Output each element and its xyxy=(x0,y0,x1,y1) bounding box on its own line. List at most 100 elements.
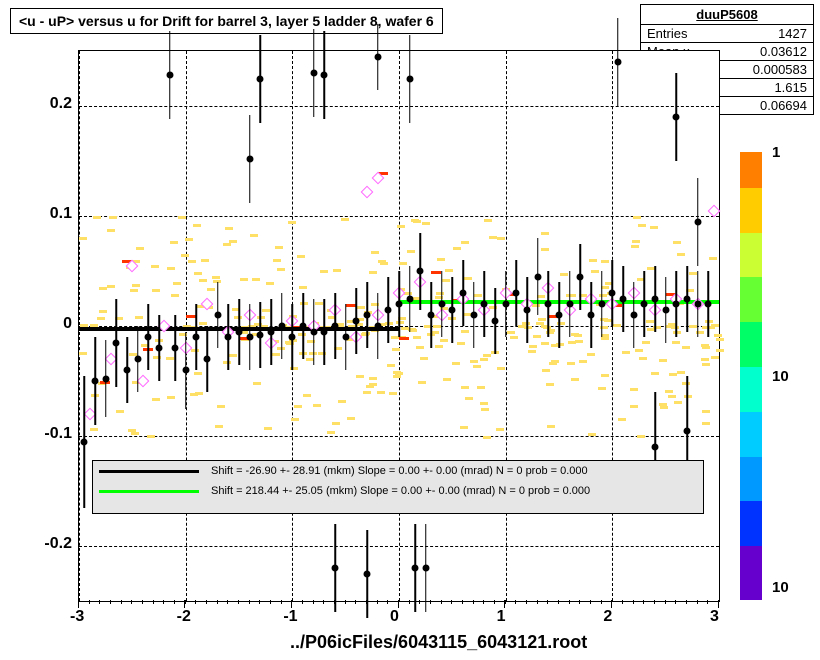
density-cell xyxy=(453,247,461,250)
density-cell xyxy=(215,425,223,428)
density-cell xyxy=(651,372,659,375)
density-cell xyxy=(541,342,549,345)
legend-swatch xyxy=(99,470,199,473)
density-cell xyxy=(442,279,450,282)
data-point xyxy=(321,72,328,79)
data-point xyxy=(310,70,317,77)
density-cell xyxy=(682,346,690,349)
density-cell xyxy=(568,341,576,344)
density-cell xyxy=(418,381,426,384)
density-cell xyxy=(422,222,430,225)
density-cell xyxy=(470,360,478,363)
density-cell xyxy=(673,241,681,244)
xtick xyxy=(718,600,719,608)
colorbar-segment xyxy=(740,457,762,502)
density-cell xyxy=(109,216,117,219)
density-cell xyxy=(407,250,415,253)
stat-value: 1427 xyxy=(778,26,807,41)
density-cell xyxy=(637,435,645,438)
density-cell xyxy=(599,294,607,297)
density-cell xyxy=(333,269,341,272)
density-cell xyxy=(167,267,175,270)
density-cell xyxy=(669,373,677,376)
density-cell xyxy=(135,316,143,319)
density-cell xyxy=(393,375,401,378)
density-cell xyxy=(371,251,379,254)
density-cell xyxy=(341,218,349,221)
legend-text: Shift = -26.90 +- 28.91 (mkm) Slope = 0.… xyxy=(211,465,588,477)
density-cell xyxy=(223,243,231,246)
density-cell xyxy=(253,382,261,385)
density-cell xyxy=(541,232,549,235)
density-cell xyxy=(496,428,504,431)
density-cell xyxy=(396,321,404,324)
density-cell xyxy=(130,289,138,292)
data-point xyxy=(236,328,243,335)
data-point xyxy=(113,339,120,346)
density-cell xyxy=(452,362,460,365)
density-cell xyxy=(97,317,105,320)
data-point xyxy=(300,323,307,330)
data-point xyxy=(406,295,413,302)
density-cell xyxy=(435,345,443,348)
density-cell xyxy=(327,431,335,434)
data-point xyxy=(556,312,563,319)
stat-value: 0.06694 xyxy=(760,98,807,113)
data-point xyxy=(332,323,339,330)
density-cell xyxy=(264,427,272,430)
density-cell xyxy=(338,400,346,403)
data-point xyxy=(353,317,360,324)
density-cell xyxy=(272,353,280,356)
density-cell xyxy=(547,425,555,428)
data-point xyxy=(289,334,296,341)
density-cell xyxy=(632,240,640,243)
density-cell xyxy=(560,273,568,276)
density-cell xyxy=(604,319,612,322)
density-cell xyxy=(173,282,181,285)
density-cell xyxy=(151,265,159,268)
density-cell xyxy=(273,259,281,262)
density-cell xyxy=(262,309,270,312)
density-cell xyxy=(702,422,710,425)
density-cell xyxy=(229,240,237,243)
density-cell xyxy=(461,386,469,389)
data-point xyxy=(204,356,211,363)
data-point xyxy=(321,328,328,335)
data-point xyxy=(374,323,381,330)
density-cell xyxy=(266,282,274,285)
density-cell xyxy=(716,338,724,341)
density-cell xyxy=(445,269,453,272)
density-cell xyxy=(93,216,101,219)
density-cell xyxy=(440,339,448,342)
density-cell xyxy=(674,401,682,404)
density-cell xyxy=(199,322,207,325)
density-cell xyxy=(188,260,196,263)
open-marker xyxy=(361,185,374,198)
density-cell xyxy=(672,341,680,344)
density-cell xyxy=(587,353,595,356)
density-cell xyxy=(601,260,609,263)
data-point xyxy=(214,312,221,319)
density-cell xyxy=(567,362,575,365)
data-point xyxy=(364,312,371,319)
data-point xyxy=(662,306,669,313)
density-cell xyxy=(642,341,650,344)
density-cell xyxy=(387,364,395,367)
data-point xyxy=(385,306,392,313)
density-cell xyxy=(630,405,638,408)
density-cell xyxy=(377,391,385,394)
density-cell xyxy=(464,277,472,280)
data-point xyxy=(694,218,701,225)
density-cell xyxy=(361,333,369,336)
colorbar xyxy=(740,152,762,600)
density-cell xyxy=(668,395,676,398)
density-cell xyxy=(646,320,654,323)
density-cell xyxy=(536,322,544,325)
density-cell xyxy=(701,358,709,361)
density-cell xyxy=(589,259,597,262)
colorbar-label: 10 xyxy=(772,579,789,596)
density-cell xyxy=(207,288,215,291)
colorbar-segment xyxy=(740,501,762,546)
footer-text: ../P06icFiles/6043115_6043121.root xyxy=(290,632,587,652)
density-cell xyxy=(477,386,485,389)
